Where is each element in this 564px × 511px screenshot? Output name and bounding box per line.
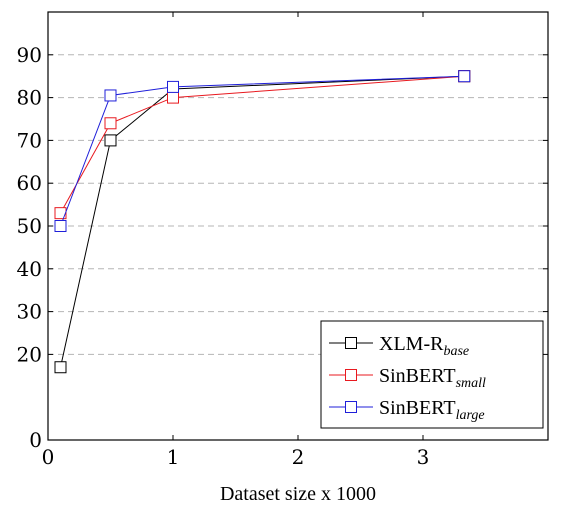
y-tick-label: 80 <box>17 86 42 110</box>
x-axis-title: Dataset size x 1000 <box>220 483 376 505</box>
x-tick-label: 1 <box>167 445 180 469</box>
y-tick-label: 40 <box>17 257 42 281</box>
legend-item: SinBERTlarge <box>329 397 485 423</box>
data-point <box>167 80 179 93</box>
legend-label: SinBERTsmall <box>379 365 486 391</box>
legend: XLM-Rbase SinBERTsmall SinBERTlarge <box>320 320 544 429</box>
x-tick-label: 2 <box>292 445 305 469</box>
y-tick-label: 20 <box>17 342 42 366</box>
series-line <box>60 75 465 227</box>
legend-item: SinBERTsmall <box>329 365 486 391</box>
data-point <box>104 134 117 147</box>
y-tick-label: 50 <box>17 214 42 238</box>
data-point <box>54 220 67 232</box>
series-layer <box>54 70 471 374</box>
data-point <box>167 91 179 104</box>
y-tick-label: 0 <box>29 428 42 452</box>
legend-marker <box>345 369 357 381</box>
legend-marker <box>345 337 357 349</box>
series-large <box>54 70 471 232</box>
data-point <box>54 361 67 374</box>
y-tick-label: 30 <box>17 300 42 324</box>
x-tick-label: 0 <box>42 445 55 469</box>
y-axis-ticks: 0 20 30 40 50 60 70 80 90 <box>17 43 548 452</box>
y-tick-label: 90 <box>17 43 42 67</box>
legend-label: XLM-Rbase <box>379 333 469 359</box>
data-point <box>54 207 67 220</box>
legend-marker <box>345 401 357 413</box>
data-point <box>104 117 117 130</box>
series-small <box>54 70 471 220</box>
legend-label: SinBERTlarge <box>379 397 485 423</box>
x-tick-label: 3 <box>417 445 430 469</box>
y-tick-label: 70 <box>17 128 42 152</box>
series-line <box>60 75 465 368</box>
data-point <box>104 89 117 102</box>
series-line <box>60 75 465 214</box>
grid <box>48 54 548 355</box>
legend-item: XLM-Rbase <box>329 333 469 359</box>
y-tick-label: 60 <box>17 171 42 195</box>
x-axis-ticks: 0 1 2 3 <box>42 12 430 469</box>
data-point <box>458 70 471 83</box>
